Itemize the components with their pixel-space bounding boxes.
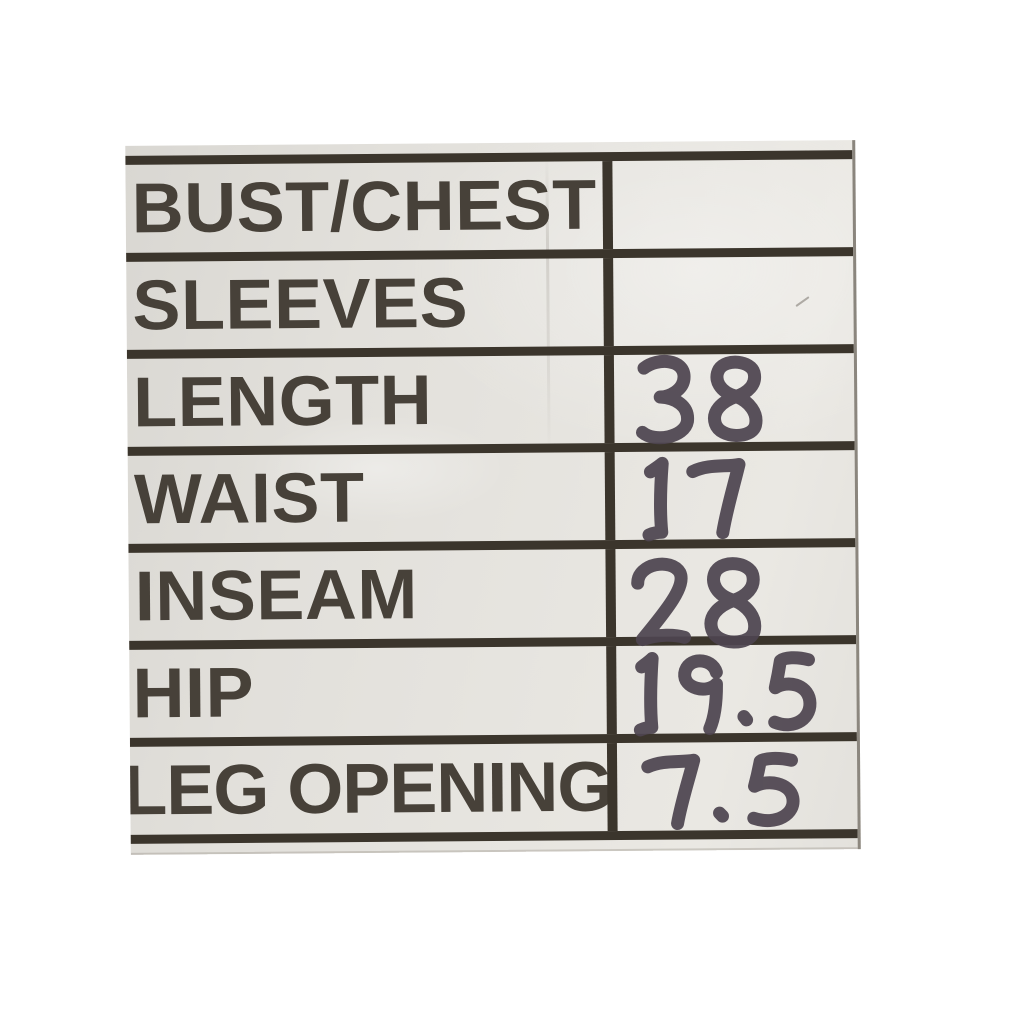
table-row: LENGTH (126, 344, 855, 447)
measurement-table: BUST/CHEST SLEEVES LENGTH (125, 150, 858, 844)
row-label-cell: LENGTH (127, 355, 605, 447)
measurement-label: SLEEVES (132, 263, 469, 346)
measurement-label: BUST/CHEST (131, 165, 598, 249)
row-label-cell: LEG OPENING (125, 743, 612, 835)
row-label-cell: INSEAM (128, 549, 606, 641)
measurement-label: INSEAM (134, 555, 419, 637)
row-label-cell: WAIST (128, 452, 606, 544)
table-row: SLEEVES (126, 247, 854, 350)
measurement-tag: BUST/CHEST SLEEVES LENGTH (125, 140, 861, 855)
measurement-label: HIP (132, 653, 255, 734)
row-value-cell (602, 159, 854, 250)
table-row: HIP (129, 635, 857, 738)
table-row: INSEAM (128, 538, 857, 641)
row-value-cell (603, 256, 854, 347)
row-label-cell: SLEEVES (126, 258, 604, 350)
table-row: BUST/CHEST (125, 150, 854, 253)
row-value-cell (603, 353, 855, 444)
measurement-label: WAIST (133, 458, 365, 540)
measurement-label: LENGTH (132, 361, 433, 443)
row-label-cell: BUST/CHEST (125, 161, 603, 253)
handwritten-value (629, 456, 754, 541)
row-value-cell (606, 644, 857, 734)
row-value-cell (605, 547, 857, 637)
row-value-cell (606, 741, 858, 832)
table-row: LEG OPENING (125, 732, 858, 835)
row-label-cell: HIP (129, 646, 607, 738)
row-value-cell (604, 450, 856, 541)
table-row: WAIST (127, 441, 856, 544)
handwritten-value (622, 650, 825, 736)
handwritten-value (626, 355, 773, 444)
handwritten-value (633, 752, 810, 831)
measurement-label: LEG OPENING (125, 747, 613, 831)
